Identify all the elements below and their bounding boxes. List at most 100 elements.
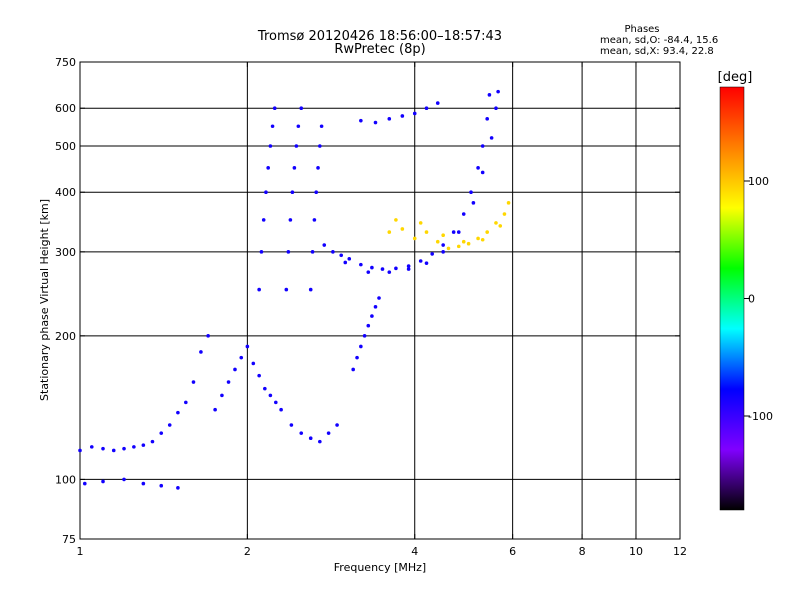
data-point xyxy=(150,439,155,444)
data-point xyxy=(394,266,398,271)
x-axis-label: Frequency [MHz] xyxy=(334,561,426,574)
data-point xyxy=(347,257,352,261)
data-point xyxy=(206,334,210,338)
data-point xyxy=(446,246,451,251)
y-tick-label: 750 xyxy=(55,56,76,69)
data-point xyxy=(257,373,261,378)
data-point xyxy=(82,481,87,486)
chart-title: Tromsø 20120426 18:56:00–18:57:43 xyxy=(257,29,502,44)
grid xyxy=(80,62,680,539)
data-point xyxy=(476,236,480,241)
data-point xyxy=(176,486,180,490)
data-point xyxy=(377,296,381,300)
data-point xyxy=(199,350,203,354)
data-point xyxy=(339,253,344,258)
data-point xyxy=(101,446,105,451)
data-point xyxy=(406,267,411,271)
data-point xyxy=(292,166,297,170)
data-point xyxy=(266,166,270,170)
data-point xyxy=(159,431,164,435)
data-point xyxy=(469,190,473,195)
y-tick-label: 100 xyxy=(55,473,76,486)
data-point xyxy=(233,367,237,372)
x-tick-label: 6 xyxy=(509,545,516,558)
plot-frame xyxy=(79,61,681,540)
data-point xyxy=(274,400,278,405)
data-point xyxy=(373,305,378,309)
y-tick-label: 400 xyxy=(55,186,76,199)
data-point xyxy=(394,218,398,222)
data-point xyxy=(387,230,392,234)
data-point xyxy=(270,124,275,129)
data-point xyxy=(308,436,313,441)
data-point xyxy=(456,230,461,234)
data-point xyxy=(424,106,429,111)
data-point xyxy=(111,448,116,453)
data-point xyxy=(387,117,392,121)
data-point xyxy=(359,344,363,349)
data-point xyxy=(441,233,445,238)
data-point xyxy=(494,106,498,111)
data-point xyxy=(316,166,320,170)
data-point xyxy=(226,380,231,384)
data-point xyxy=(78,448,82,453)
data-point xyxy=(272,106,277,111)
data-point xyxy=(380,267,385,271)
x-tick-label: 10 xyxy=(629,545,643,558)
data-point xyxy=(331,250,335,254)
data-point xyxy=(359,262,363,267)
data-point xyxy=(122,477,126,482)
data-points xyxy=(78,89,511,490)
y-tick-label: 600 xyxy=(55,102,76,115)
colorbar-ticks: 100 0 -100 xyxy=(744,175,773,423)
colorbar-label: [deg] xyxy=(718,70,753,85)
data-point xyxy=(487,93,492,97)
x-tick-label: 1 xyxy=(77,545,84,558)
data-point xyxy=(424,261,429,265)
y-tick-label: 200 xyxy=(55,330,76,343)
colorbar xyxy=(719,86,745,511)
data-point xyxy=(494,221,498,225)
data-point xyxy=(355,355,359,360)
x-tick-label: 4 xyxy=(411,545,418,558)
data-point xyxy=(430,252,434,256)
data-point xyxy=(506,201,511,205)
data-point xyxy=(268,144,273,148)
data-point xyxy=(370,314,374,318)
data-point xyxy=(318,144,322,148)
data-point xyxy=(485,117,489,121)
data-point xyxy=(310,250,315,254)
data-point xyxy=(268,393,273,398)
data-point xyxy=(314,190,319,195)
data-point xyxy=(400,114,405,118)
data-point xyxy=(461,239,466,244)
data-point xyxy=(400,227,405,231)
data-point xyxy=(366,270,371,274)
data-point xyxy=(435,239,440,244)
data-point xyxy=(294,144,299,148)
data-point xyxy=(456,244,461,249)
data-point xyxy=(296,124,301,129)
data-point xyxy=(480,144,485,148)
data-point xyxy=(191,380,196,384)
x-tick-label: 8 xyxy=(579,545,586,558)
data-point xyxy=(318,439,322,444)
data-point xyxy=(263,386,267,391)
data-point xyxy=(498,224,503,228)
data-point xyxy=(441,250,445,254)
data-point xyxy=(326,431,331,435)
data-point xyxy=(496,89,500,94)
data-point xyxy=(319,124,324,129)
data-point xyxy=(284,287,289,292)
data-point xyxy=(370,265,374,270)
data-point xyxy=(176,410,180,415)
data-point xyxy=(418,259,423,263)
data-point xyxy=(480,170,485,175)
y-axis-label: Stationary phase Virtual Height [km] xyxy=(38,199,51,401)
colorbar-tick-label: -100 xyxy=(748,410,773,423)
data-point xyxy=(122,446,126,451)
data-point xyxy=(471,201,476,205)
data-point xyxy=(485,230,489,234)
data-point xyxy=(167,423,172,427)
